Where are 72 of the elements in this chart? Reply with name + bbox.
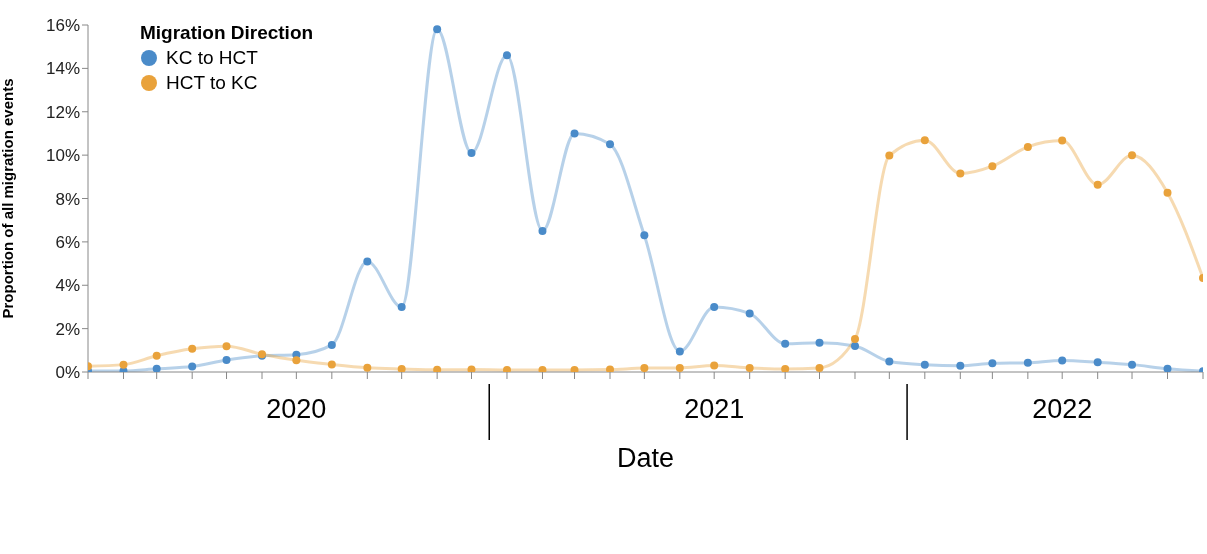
- point: [188, 344, 197, 353]
- point: [292, 356, 301, 365]
- point: [988, 359, 997, 368]
- x-tick-label: 2021: [684, 394, 745, 424]
- point: [397, 364, 406, 372]
- y-tick-label: 0%: [55, 363, 80, 383]
- x-tick-label: 2020: [266, 394, 327, 424]
- legend-title: Migration Direction: [140, 21, 314, 45]
- point: [538, 227, 547, 236]
- point: [885, 357, 894, 366]
- point: [433, 365, 442, 372]
- y-tick-label: 10%: [45, 146, 80, 166]
- point: [1023, 358, 1032, 367]
- point: [640, 231, 649, 240]
- point: [152, 364, 161, 372]
- point: [606, 365, 615, 372]
- point: [920, 136, 929, 145]
- point: [119, 360, 128, 369]
- point: [675, 347, 684, 356]
- legend-label: HCT to KC: [166, 71, 258, 95]
- point: [467, 148, 476, 157]
- y-tick-label: 2%: [55, 319, 80, 339]
- point: [397, 302, 406, 311]
- y-tick-label: 16%: [45, 16, 80, 36]
- point: [188, 362, 197, 371]
- point: [363, 257, 372, 266]
- y-tick-label: 6%: [55, 232, 80, 252]
- point: [781, 339, 790, 348]
- point: [222, 356, 231, 365]
- point: [1128, 360, 1137, 369]
- point: [850, 341, 859, 350]
- point: [502, 51, 511, 60]
- point: [988, 162, 997, 171]
- x-tick-label: 2022: [1032, 394, 1093, 424]
- y-tick-label: 14%: [45, 59, 80, 79]
- point: [152, 351, 161, 360]
- y-tick-label: 4%: [55, 276, 80, 296]
- point: [781, 364, 790, 372]
- point: [1093, 180, 1102, 189]
- y-tick-label: 12%: [45, 102, 80, 122]
- point: [745, 309, 754, 318]
- point: [1128, 151, 1137, 160]
- point: [815, 338, 824, 347]
- point: [710, 302, 719, 311]
- point: [433, 25, 442, 34]
- y-axis-title: Proportion of all migration events: [0, 78, 17, 319]
- point: [1023, 142, 1032, 151]
- point: [467, 365, 476, 372]
- point: [1093, 358, 1102, 367]
- point: [640, 364, 649, 372]
- legend-label: KC to HCT: [166, 46, 258, 70]
- y-tick-label: 8%: [55, 189, 80, 209]
- point: [327, 340, 336, 349]
- point: [745, 363, 754, 372]
- point: [710, 361, 719, 370]
- point: [956, 361, 965, 370]
- point: [1163, 364, 1172, 372]
- point: [675, 363, 684, 372]
- point: [1163, 188, 1172, 197]
- point: [570, 129, 579, 138]
- point: [363, 363, 372, 372]
- x-axis-title: Date: [616, 443, 675, 473]
- point: [885, 151, 894, 160]
- point: [1058, 356, 1067, 365]
- point: [1058, 136, 1067, 145]
- point: [850, 335, 859, 344]
- point: [222, 342, 231, 351]
- point: [815, 363, 824, 372]
- point: [327, 360, 336, 369]
- point: [956, 169, 965, 178]
- point: [920, 360, 929, 369]
- point: [606, 140, 615, 149]
